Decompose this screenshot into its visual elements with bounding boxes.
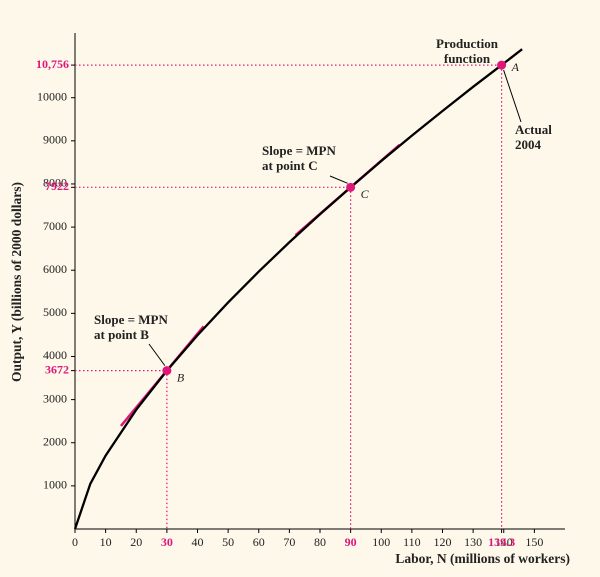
annotation: Production — [436, 36, 499, 51]
point — [162, 366, 172, 376]
x-tick-label: 50 — [222, 535, 234, 549]
x-tick-label: 100 — [372, 535, 390, 549]
y-tick-label: 5000 — [43, 305, 67, 319]
y-tick-label: 3000 — [43, 391, 67, 405]
y-tick-label: 8000 — [43, 176, 67, 190]
production-curve — [73, 48, 523, 530]
x-tick-label: 110 — [403, 535, 421, 549]
y-highlight-label: 3672 — [45, 362, 69, 376]
x-tick-label: 80 — [314, 535, 326, 549]
x-tick-label: 0 — [72, 535, 78, 549]
annotation: Slope = MPN — [262, 143, 336, 158]
y-tick-label: 7000 — [43, 219, 67, 233]
annotation: Slope = MPN — [94, 312, 168, 327]
x-tick-label: 120 — [434, 535, 452, 549]
x-highlight-label: 139.3 — [488, 535, 515, 549]
y-tick-label: 10000 — [37, 89, 67, 103]
point-label: A — [511, 60, 520, 74]
x-highlight-label: 90 — [345, 535, 357, 549]
x-tick-label: 60 — [253, 535, 265, 549]
x-tick-label: 10 — [100, 535, 112, 549]
x-tick-label: 70 — [283, 535, 295, 549]
annotation: 2004 — [515, 137, 542, 152]
y-tick-label: 1000 — [43, 478, 67, 492]
leader — [503, 69, 522, 123]
y-highlight-label: 10,756 — [36, 57, 69, 71]
annotation: at point B — [94, 327, 149, 342]
y-tick-label: 9000 — [43, 133, 67, 147]
x-tick-label: 40 — [192, 535, 204, 549]
leader — [148, 343, 166, 366]
x-highlight-label: 30 — [161, 535, 173, 549]
annotation: Actual — [515, 122, 552, 137]
point — [346, 182, 356, 192]
point-label: B — [177, 370, 185, 384]
x-tick-label: 20 — [130, 535, 142, 549]
y-tick-label: 2000 — [43, 434, 67, 448]
leader — [329, 175, 348, 184]
y-highlight-label: 7922 — [45, 179, 69, 193]
x-axis-title: Labor, N (millions of workers) — [395, 551, 570, 566]
point-label: C — [361, 187, 370, 201]
point — [497, 60, 507, 70]
y-axis-title: Output, Y (billions of 2000 dollars) — [9, 182, 24, 382]
y-tick-label: 6000 — [43, 262, 67, 276]
x-tick-label: 150 — [525, 535, 543, 549]
x-tick-label: 140 — [495, 535, 513, 549]
x-tick-label: 130 — [464, 535, 482, 549]
y-tick-label: 4000 — [43, 348, 67, 362]
annotation: at point C — [262, 158, 318, 173]
annotation: function — [444, 51, 491, 66]
